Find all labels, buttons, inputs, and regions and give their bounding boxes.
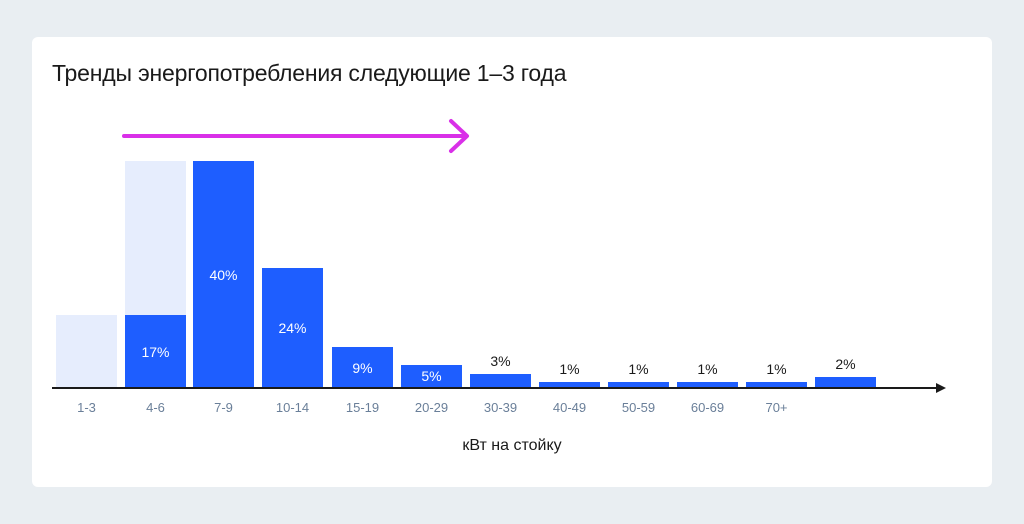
bar-value-label: 17% (141, 344, 170, 360)
x-axis-arrow-icon (936, 383, 946, 393)
bar-value-label: 24% (278, 320, 307, 336)
bar: 24% (262, 268, 323, 388)
x-tick-label: 10-14 (275, 400, 310, 415)
bar: 40% (193, 161, 254, 388)
x-tick-label: 1-3 (77, 400, 96, 415)
x-axis-line (52, 387, 938, 389)
x-tick-label: 20-29 (414, 400, 449, 415)
bar: 2% (815, 356, 876, 388)
x-tick-label: 30-39 (483, 400, 518, 415)
bar: 9% (332, 347, 393, 388)
x-tick-label: 7-9 (214, 400, 233, 415)
x-tick-label: 4-6 (146, 400, 165, 415)
x-tick-label: 50-59 (621, 400, 656, 415)
bar: 1% (539, 361, 600, 388)
bar: 1% (746, 361, 807, 388)
bar-value-label: 1% (559, 361, 580, 377)
bar-value-label: 1% (697, 361, 718, 377)
bar: 5% (401, 365, 462, 388)
ghost-bar (56, 315, 117, 388)
bar: 1% (608, 361, 669, 388)
bar-value-label: 5% (421, 368, 442, 384)
x-tick-label: 60-69 (690, 400, 725, 415)
bar-value-label: 1% (766, 361, 787, 377)
chart-card (32, 37, 992, 487)
bar-value-label: 3% (490, 353, 511, 369)
x-tick-label: 70+ (765, 400, 788, 415)
chart-title: Тренды энергопотребления следующие 1–3 г… (52, 60, 567, 86)
bar: 17% (125, 315, 186, 388)
bar-value-label: 1% (628, 361, 649, 377)
x-tick-label: 15-19 (345, 400, 380, 415)
bar-value-label: 2% (835, 356, 856, 372)
bar: 1% (677, 361, 738, 388)
x-axis-title: кВт на стойку (462, 437, 562, 454)
bar-value-label: 9% (352, 360, 373, 376)
x-tick-label: 40-49 (552, 400, 587, 415)
bar: 3% (470, 353, 531, 388)
bar-value-label: 40% (209, 267, 238, 283)
